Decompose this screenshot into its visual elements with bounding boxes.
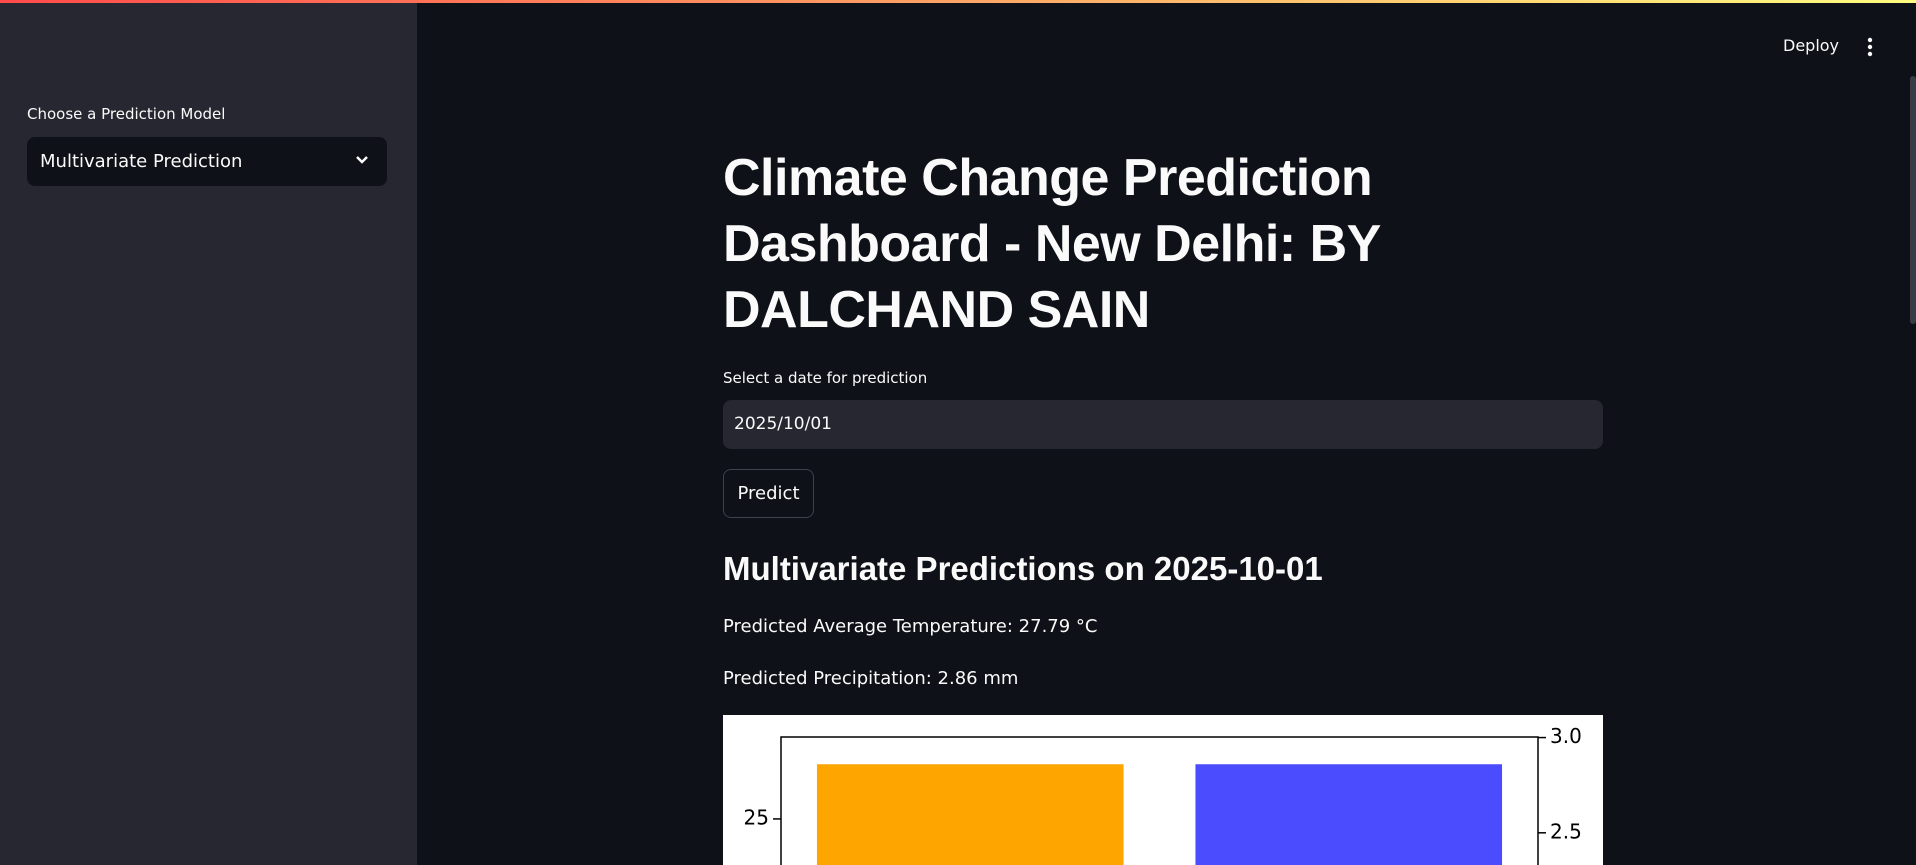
- results-heading: Multivariate Predictions on 2025-10-01: [723, 550, 1323, 587]
- menu-icon[interactable]: [1866, 36, 1874, 58]
- y2-tick-label: 2.5: [1550, 819, 1582, 843]
- date-label: Select a date for prediction: [723, 369, 928, 387]
- top-decoration: [0, 0, 1916, 3]
- y2-tick-label: 3.0: [1550, 724, 1582, 748]
- y-tick-label: 25: [744, 805, 769, 829]
- result-text: Predicted Average Temperature: 27.79 °C: [723, 616, 1098, 637]
- chevron-icon: [356, 156, 368, 164]
- sidebar: Choose a Prediction Model Multivariate P…: [0, 3, 417, 865]
- plot-frame: [780, 736, 1539, 865]
- scrollbar[interactable]: [1910, 76, 1916, 324]
- date-input[interactable]: 2025/10/01: [723, 400, 1603, 449]
- model-select[interactable]: Multivariate Prediction: [27, 137, 387, 186]
- bar: [816, 764, 1124, 865]
- chart: 25 3.0 2.5: [723, 715, 1603, 865]
- predict-button[interactable]: Predict: [723, 469, 814, 518]
- deploy-button[interactable]: Deploy: [1783, 36, 1840, 55]
- page-title: Climate Change Prediction Dashboard - Ne…: [723, 149, 1380, 339]
- select-label: Choose a Prediction Model: [27, 105, 226, 123]
- bar: [1195, 764, 1503, 865]
- select-value: Multivariate Prediction: [40, 151, 243, 172]
- result-text: Predicted Precipitation: 2.86 mm: [723, 668, 1019, 689]
